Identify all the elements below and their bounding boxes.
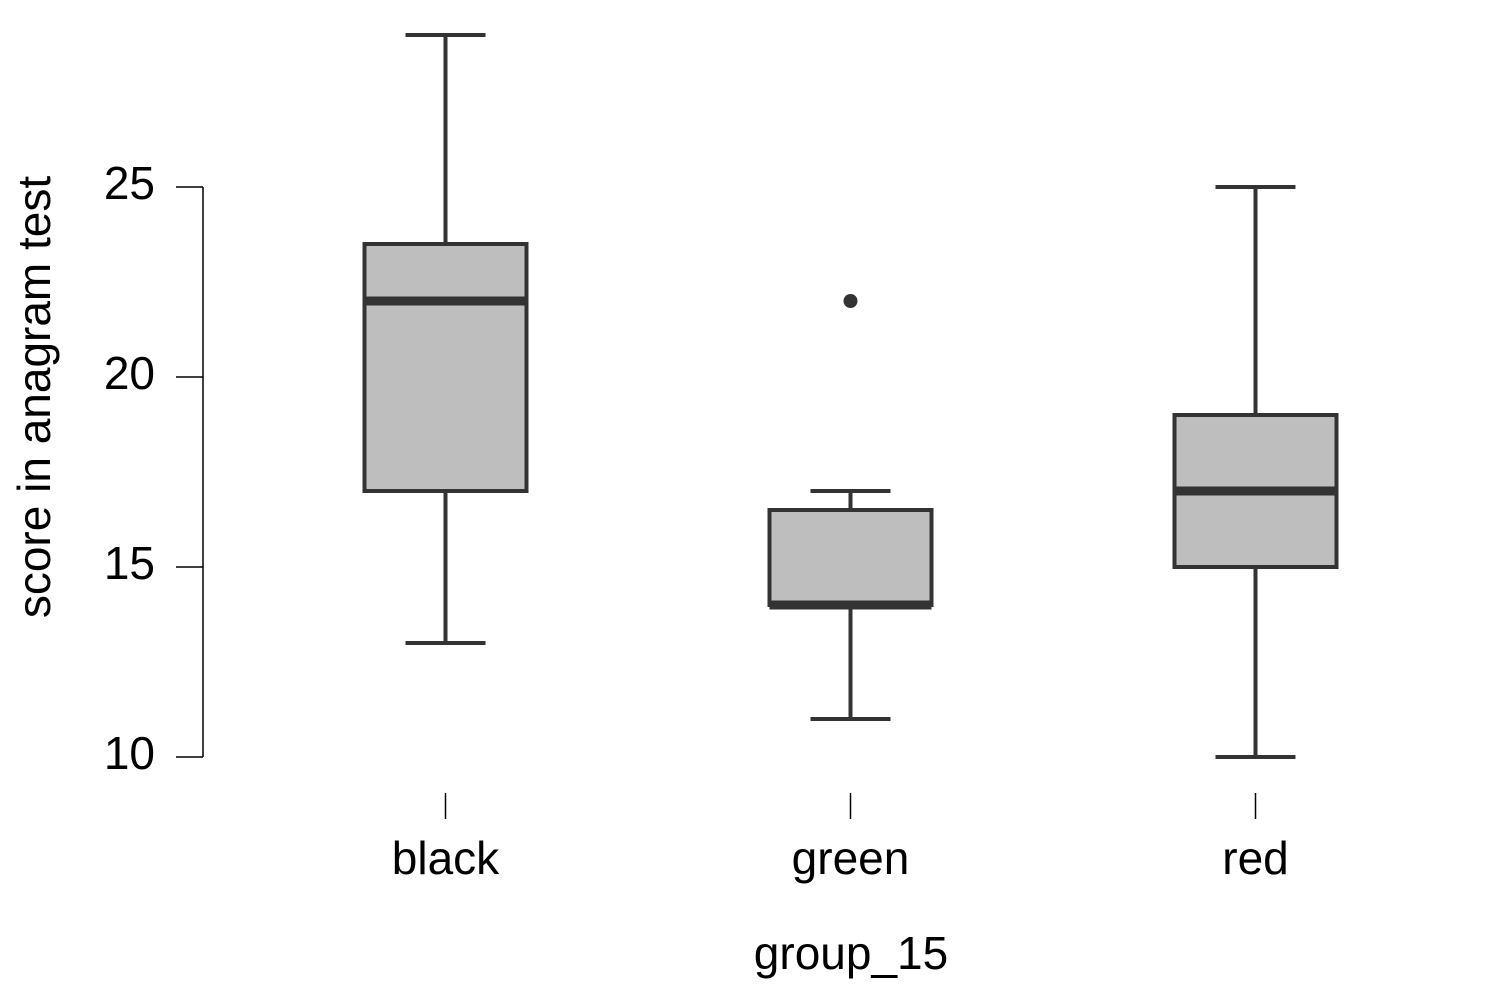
y-tick-label: 20 [104,347,155,399]
y-axis-title: score in anagram test [8,176,60,619]
box [767,508,934,607]
y-tick-label: 25 [104,157,155,209]
y-tick-label: 10 [104,727,155,779]
y-tick-label: 15 [104,537,155,589]
x-axis-title: group_15 [754,927,948,979]
x-tick-label: green [792,832,910,884]
outlier [843,294,858,308]
x-tick-label: black [392,832,500,884]
x-tick-label: red [1222,832,1288,884]
box [362,242,529,493]
